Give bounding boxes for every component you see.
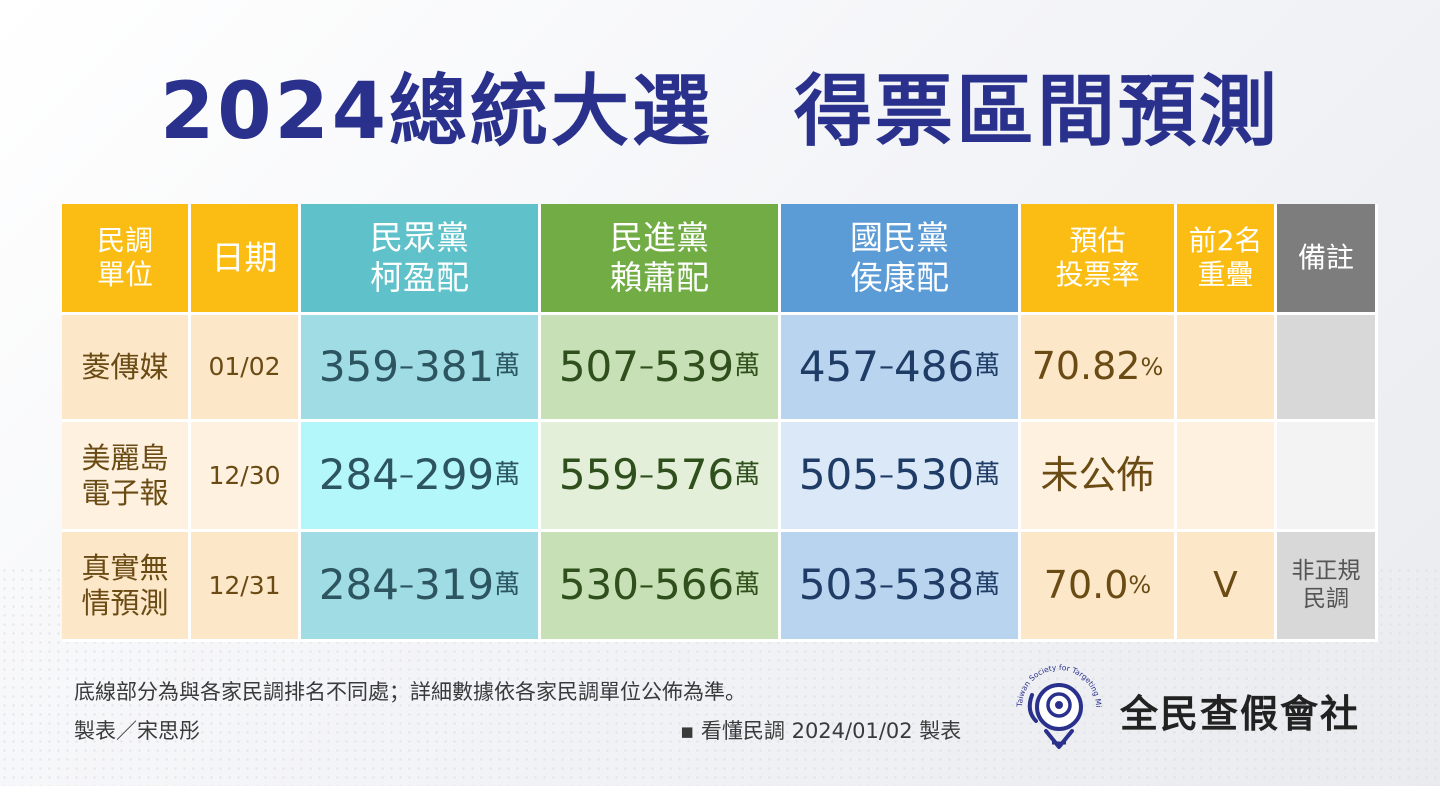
- row2-remark: [1277, 422, 1378, 532]
- row3-tpp-range: 284–319 萬: [301, 532, 541, 642]
- row1-date: 01/02: [191, 315, 301, 422]
- row2-date: 12/30: [191, 422, 301, 532]
- row3-remark: 非正規 民調: [1277, 532, 1378, 642]
- header-remark: 備註: [1277, 204, 1378, 315]
- poll-table: 民調 單位 日期 民眾黨 柯盈配 民進黨 賴蕭配 國民黨 侯康配 預估 投票率 …: [62, 204, 1378, 642]
- row3-dpp-range: 530–566 萬: [541, 532, 781, 642]
- row3-kmt-range: 503–538 萬: [781, 532, 1021, 642]
- row2-overlap: [1177, 422, 1277, 532]
- row1-dpp-range: 507–539 萬: [541, 315, 781, 422]
- logo-text: 全民查假會社: [1120, 692, 1361, 736]
- footer-source: ▪ 看懂民調 2024/01/02 製表: [680, 719, 962, 743]
- row3-pollster: 真實無 情預測: [62, 532, 191, 642]
- header-kmt: 國民黨 侯康配: [781, 204, 1021, 315]
- row1-pollster: 菱傳媒: [62, 315, 191, 422]
- row1-turnout: 70.82%: [1021, 315, 1177, 422]
- row2-pollster: 美麗島 電子報: [62, 422, 191, 532]
- row2-kmt-range: 505–530 萬: [781, 422, 1021, 532]
- row3-date: 12/31: [191, 532, 301, 642]
- header-pollster: 民調 單位: [62, 204, 191, 315]
- header-tpp: 民眾黨 柯盈配: [301, 204, 541, 315]
- header-overlap: 前2名 重疊: [1177, 204, 1277, 315]
- row3-overlap: V: [1177, 532, 1277, 642]
- row3-turnout: 70.0%: [1021, 532, 1177, 642]
- header-date: 日期: [191, 204, 301, 315]
- row2-turnout: 未公佈: [1021, 422, 1177, 532]
- header-dpp: 民進黨 賴蕭配: [541, 204, 781, 315]
- row1-overlap: [1177, 315, 1277, 422]
- header-turnout: 預估 投票率: [1021, 204, 1177, 315]
- row1-tpp-range: 359–381 萬: [301, 315, 541, 422]
- footer-maker: 製表／宋思彤: [74, 719, 200, 743]
- footer-note: 底線部分為與各家民調排名不同處；詳細數據依各家民調單位公佈為準。: [74, 680, 746, 704]
- row2-tpp-range: 284–299 萬: [301, 422, 541, 532]
- row2-dpp-range: 559–576 萬: [541, 422, 781, 532]
- page-title: 2024總統大選 得票區間預測: [159, 67, 1281, 157]
- magnifier-person-logo-icon: Taiwan Society for Targeting Misinformat…: [1006, 655, 1103, 749]
- row1-kmt-range: 457–486 萬: [781, 315, 1021, 422]
- row1-remark: [1277, 315, 1378, 422]
